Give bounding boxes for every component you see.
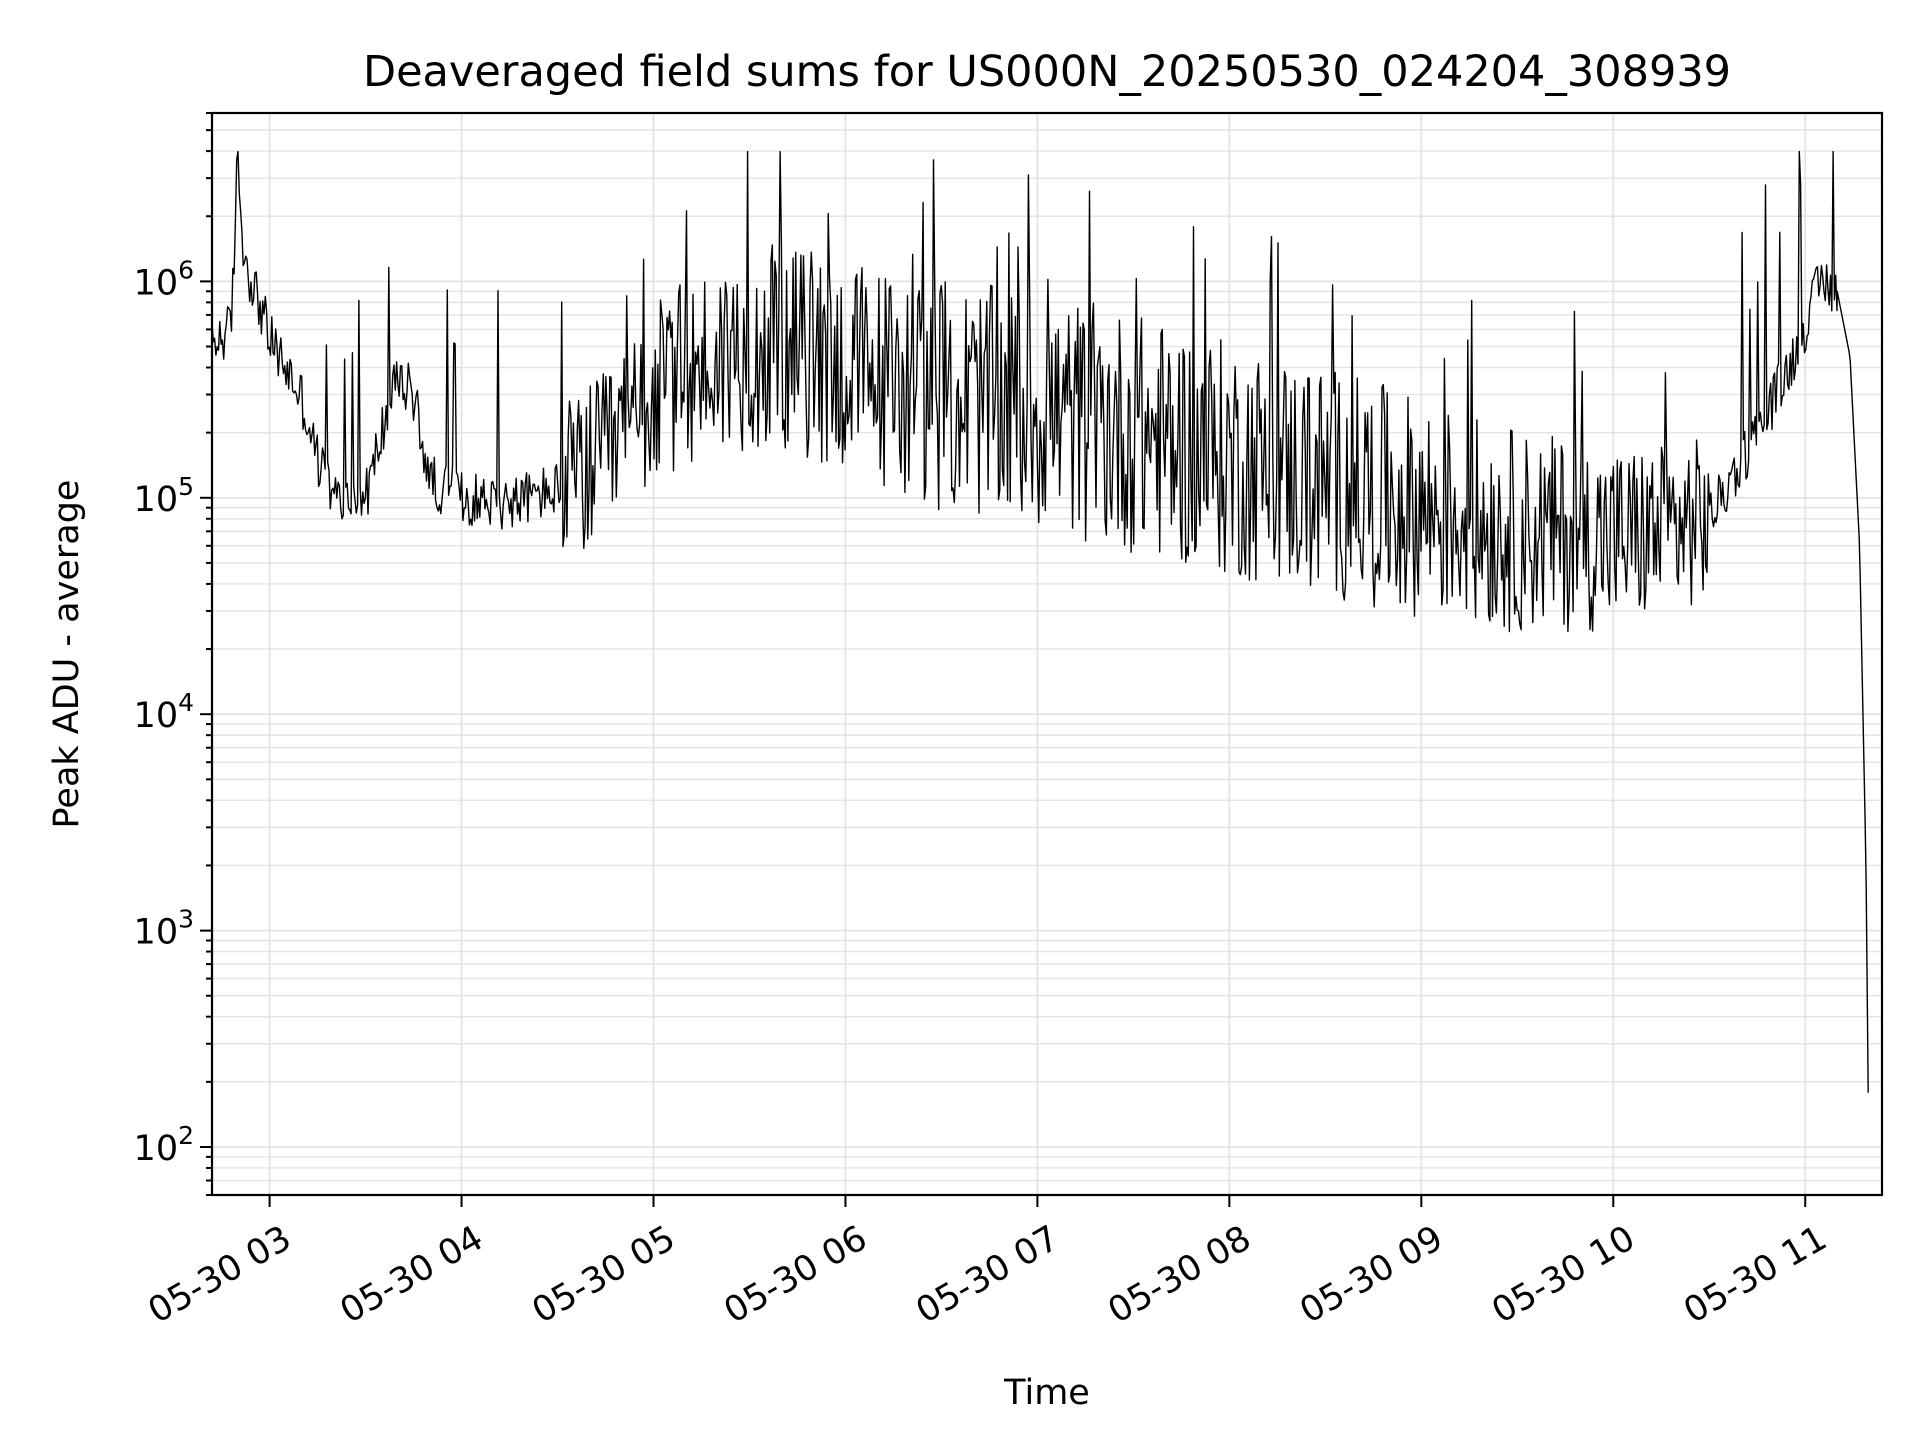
y-tick-label: 105 — [134, 472, 194, 520]
y-axis-label: Peak ADU - average — [47, 480, 87, 829]
plot-frame — [210, 111, 1884, 1197]
gridlines — [212, 112, 1882, 1196]
y-tick-label: 103 — [134, 905, 194, 953]
y-tick-label: 106 — [134, 255, 194, 303]
x-axis-label: Time — [1003, 1373, 1090, 1413]
series-line — [211, 150, 1869, 1093]
series-line-group — [211, 150, 1869, 1093]
chart-title: Deaveraged field sums for US000N_2025053… — [363, 47, 1731, 97]
y-tick-label: 102 — [134, 1121, 194, 1169]
y-tick-label: 104 — [134, 688, 194, 736]
